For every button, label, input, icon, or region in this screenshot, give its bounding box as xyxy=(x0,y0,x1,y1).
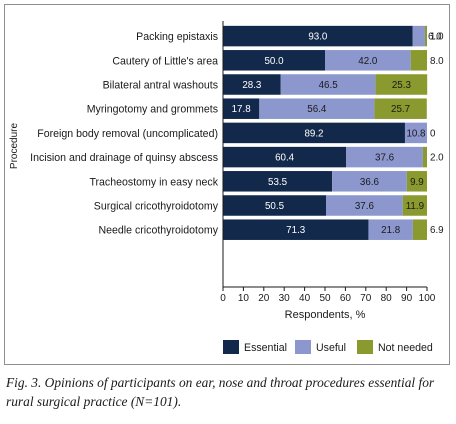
bar-useful-bilateral-antral-washouts xyxy=(280,74,376,95)
x-tick-label-70: 70 xyxy=(360,293,372,304)
bar-not-needed-packing-epistaxis xyxy=(424,25,427,47)
bar-useful-tracheostomy-in-easy-neck xyxy=(332,171,407,192)
category-label-needle-cricothyroidotomy: Needle cricothyroidotomy xyxy=(98,225,218,237)
figure-caption: Fig. 3. Opinions of participants on ear,… xyxy=(6,375,435,409)
legend-swatch-useful xyxy=(295,340,311,354)
bar-essential-foreign-body-removal-uncomplicated xyxy=(223,122,405,144)
bars-group: 93.0 6.01.0 50.0 42.0 8.0 28.3 46.5 25.3 17.8 56.… xyxy=(223,25,444,240)
data-label-useful-surgical-cricothyroidotomy: 37.6 xyxy=(355,201,375,212)
x-tick-label-40: 40 xyxy=(299,293,311,304)
x-tick-label-60: 60 xyxy=(340,293,352,304)
legend: Essential Useful Not needed xyxy=(223,340,433,354)
bar-useful-myringotomy-and-grommets xyxy=(259,98,375,119)
category-label-packing-epistaxis: Packing epistaxis xyxy=(136,31,218,43)
bar-essential-cautery-of-little-s-area xyxy=(223,50,325,71)
data-label-useful-foreign-body-removal-uncomplicated: 10.8 xyxy=(406,128,426,139)
bar-not-needed-tracheostomy-in-easy-neck xyxy=(406,171,427,192)
bar-essential-surgical-cricothyroidotomy xyxy=(223,195,327,216)
legend-swatch-not-needed xyxy=(357,340,373,354)
data-label-not-needed-foreign-body-removal-uncomplicated: 0 xyxy=(430,128,436,139)
x-tick-label-90: 90 xyxy=(401,293,413,304)
bar-essential-bilateral-antral-washouts xyxy=(223,74,281,95)
category-label-bilateral-antral-washouts: Bilateral antral washouts xyxy=(103,80,218,92)
legend-label-useful: Useful xyxy=(316,342,346,354)
x-tick-label-30: 30 xyxy=(279,293,291,304)
data-label-useful-packing-epistaxis: 6.0 xyxy=(428,32,442,43)
x-tick-labels-group: 0 10 20 30 40 50 60 70 80 90 100 xyxy=(220,287,436,304)
data-label-not-needed-packing-epistaxis: 1.0 xyxy=(430,32,444,43)
category-labels-group: Packing epistaxis Cautery of Little's are… xyxy=(30,31,219,237)
category-label-myringotomy-and-grommets: Myringotomy and grommets xyxy=(87,104,218,116)
bar-not-needed-incision-and-drainage-of-quinsy-abscess xyxy=(422,146,427,168)
category-label-incision-and-drainage-of-quinsy-abscess: Incision and drainage of quinsy abscess xyxy=(30,152,218,164)
x-tick-label-100: 100 xyxy=(419,293,436,304)
legend-label-not-needed: Not needed xyxy=(378,342,433,354)
bar-useful-packing-epistaxis xyxy=(412,25,425,47)
x-axis-title: Respondents, % xyxy=(285,309,366,321)
x-tick-label-10: 10 xyxy=(238,293,250,304)
bar-useful-cautery-of-little-s-area xyxy=(325,50,411,71)
bar-essential-tracheostomy-in-easy-neck xyxy=(223,171,333,192)
stacked-bar-chart: 93.0 6.01.0 50.0 42.0 8.0 28.3 46.5 25.3 17.8 56.… xyxy=(9,21,444,354)
data-label-useful-incision-and-drainage-of-quinsy-abscess: 37.6 xyxy=(375,153,395,164)
data-label-not-needed-cautery-of-little-s-area: 8.0 xyxy=(430,56,444,67)
data-label-essential-surgical-cricothyroidotomy: 50.5 xyxy=(265,201,285,212)
bar-essential-packing-epistaxis xyxy=(223,25,413,47)
data-label-essential-incision-and-drainage-of-quinsy-abscess: 60.4 xyxy=(275,153,295,164)
data-label-useful-needle-cricothyroidotomy: 21.8 xyxy=(381,225,401,236)
data-label-useful-tracheostomy-in-easy-neck: 36.6 xyxy=(360,177,380,188)
bar-not-needed-surgical-cricothyroidotomy xyxy=(402,195,427,216)
bar-useful-surgical-cricothyroidotomy xyxy=(326,195,403,216)
data-label-essential-tracheostomy-in-easy-neck: 53.5 xyxy=(268,177,288,188)
bar-not-needed-cautery-of-little-s-area xyxy=(410,50,427,71)
data-label-not-needed-bilateral-antral-washouts: 25.3 xyxy=(392,80,412,91)
bar-not-needed-bilateral-antral-washouts xyxy=(375,74,428,95)
chart-frame: 93.0 6.0 1.0 50.0 42.0 8.0 28.3 46.5 25.3 17.8 56.… xyxy=(4,4,450,365)
legend-swatch-essential xyxy=(223,340,239,354)
bar-useful-needle-cricothyroidotomy xyxy=(368,219,413,240)
bar-not-needed-needle-cricothyroidotomy xyxy=(412,219,427,240)
category-label-cautery-of-little-s-area: Cautery of Little's area xyxy=(112,55,218,67)
data-label-not-needed-surgical-cricothyroidotomy: 11.9 xyxy=(406,201,424,212)
category-label-tracheostomy-in-easy-neck: Tracheostomy in easy neck xyxy=(89,176,218,188)
data-label-useful-cautery-of-little-s-area: 42.0 xyxy=(358,56,378,67)
data-label-essential-needle-cricothyroidotomy: 71.3 xyxy=(286,225,306,236)
bar-useful-foreign-body-removal-uncomplicated xyxy=(404,122,427,144)
data-label-essential-bilateral-antral-washouts: 28.3 xyxy=(242,80,262,91)
bar-not-needed-myringotomy-and-grommets xyxy=(374,98,427,119)
x-tick-label-80: 80 xyxy=(381,293,393,304)
bar-useful-incision-and-drainage-of-quinsy-abscess xyxy=(346,146,423,168)
x-tick-label-0: 0 xyxy=(220,293,226,304)
bar-essential-myringotomy-and-grommets xyxy=(223,98,260,119)
data-label-essential-foreign-body-removal-uncomplicated: 89.2 xyxy=(304,128,323,139)
legend-label-essential: Essential xyxy=(244,342,287,354)
data-label-essential-packing-epistaxis: 93.0 xyxy=(308,32,328,43)
bar-essential-needle-cricothyroidotomy xyxy=(223,219,369,240)
category-label-surgical-cricothyroidotomy: Surgical cricothyroidotomy xyxy=(94,201,219,213)
bar-essential-incision-and-drainage-of-quinsy-abscess xyxy=(223,146,347,168)
y-axis-title: Procedure xyxy=(9,122,20,169)
data-label-useful-myringotomy-and-grommets: 56.4 xyxy=(307,104,327,115)
data-label-not-needed-tracheostomy-in-easy-neck: 9.9 xyxy=(410,177,424,188)
data-label-essential-myringotomy-and-grommets: 17.8 xyxy=(232,104,252,115)
x-tick-label-50: 50 xyxy=(319,293,331,304)
data-label-useful-bilateral-antral-washouts: 46.5 xyxy=(319,80,339,91)
data-label-not-needed-needle-cricothyroidotomy: 6.9 xyxy=(430,225,444,236)
category-label-foreign-body-removal-uncomplicated: Foreign body removal (uncomplicated) xyxy=(37,128,218,140)
data-label-not-needed-myringotomy-and-grommets: 25.7 xyxy=(391,104,410,115)
data-label-essential-cautery-of-little-s-area: 50.0 xyxy=(264,56,284,67)
data-label-not-needed-incision-and-drainage-of-quinsy-abscess: 2.0 xyxy=(430,153,444,164)
x-tick-label-20: 20 xyxy=(258,293,270,304)
